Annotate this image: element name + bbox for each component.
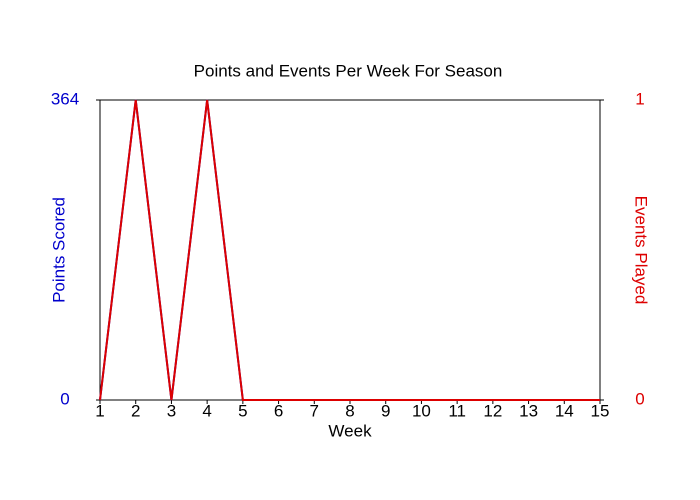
y-tick-label: 364 xyxy=(51,89,79,108)
y2-tick-label: 0 xyxy=(635,389,644,408)
y2-axis-label: Events Played xyxy=(632,196,651,305)
series-line xyxy=(99,99,600,401)
x-tick-label: 1 xyxy=(95,401,104,420)
x-tick-label: 6 xyxy=(274,401,283,420)
x-tick-label: 3 xyxy=(167,401,176,420)
x-tick-label: 7 xyxy=(310,401,319,420)
x-tick-label: 5 xyxy=(238,401,247,420)
x-tick-label: 13 xyxy=(519,401,538,420)
x-tick-label: 9 xyxy=(381,401,390,420)
y2-tick-label: 1 xyxy=(635,89,644,108)
x-tick-label: 4 xyxy=(202,401,211,420)
chart-title: Points and Events Per Week For Season xyxy=(194,61,503,80)
plot-frame xyxy=(99,99,601,401)
x-tick-label: 11 xyxy=(448,401,466,420)
series-line xyxy=(99,99,600,401)
x-tick-label: 14 xyxy=(555,401,574,420)
x-tick-label: 12 xyxy=(483,401,502,420)
y-tick-label: 0 xyxy=(60,389,69,408)
x-axis-label: Week xyxy=(328,421,372,440)
x-tick-label: 8 xyxy=(345,401,354,420)
x-tick-label: 2 xyxy=(131,401,140,420)
x-tick-label: 15 xyxy=(591,401,610,420)
y-axis-label: Points Scored xyxy=(49,197,68,303)
x-tick-label: 10 xyxy=(412,401,431,420)
